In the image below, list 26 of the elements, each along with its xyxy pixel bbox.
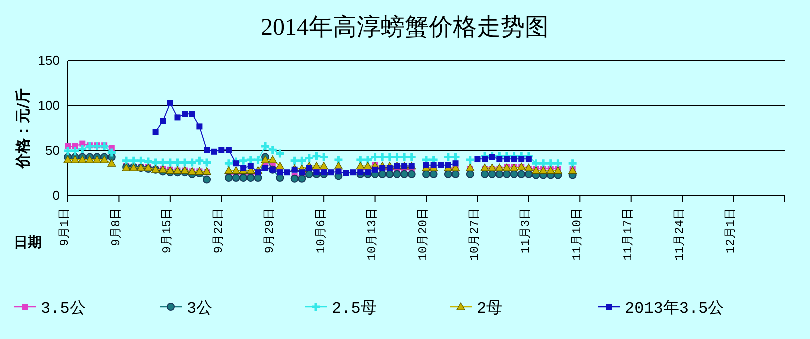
x-tick-label: 10月20日: [416, 208, 431, 261]
x-tick-label: 11月17日: [622, 208, 636, 261]
x-tick-label: 10月13日: [365, 208, 380, 261]
x-tick-label: 10月27日: [468, 208, 482, 261]
x-tick-label: 9月22日: [212, 208, 226, 254]
x-tick-label: 9月8日: [109, 208, 124, 246]
x-tick-label: 9月29日: [263, 208, 278, 254]
x-tick-label: 9月1日: [58, 208, 72, 246]
x-tick-label: 11月24日: [672, 208, 687, 261]
y-tick-label: 150: [38, 53, 60, 68]
x-tick-label: 12月1日: [724, 208, 738, 254]
chart-title: 2014年高淳螃蟹价格走势图: [261, 14, 549, 41]
y-tick-label: 0: [52, 188, 60, 204]
legend-label: 3公: [187, 300, 213, 318]
x-tick-label: 11月3日: [519, 208, 534, 254]
legend-label: 2.5母: [332, 300, 377, 318]
x-tick-label: 11月10日: [570, 208, 584, 261]
x-axis-title: 日期: [14, 235, 42, 251]
legend-label: 2母: [477, 300, 503, 318]
y-tick-label: 50: [46, 143, 60, 158]
x-tick-label: 9月15日: [160, 208, 175, 254]
y-axis-title: 价格：元/斤: [14, 88, 32, 170]
x-tick-label: 10月6日: [314, 208, 328, 254]
y-tick-label: 100: [38, 98, 60, 114]
legend-label: 3.5公: [41, 300, 86, 318]
legend-label: 2013年3.5公: [625, 300, 724, 318]
